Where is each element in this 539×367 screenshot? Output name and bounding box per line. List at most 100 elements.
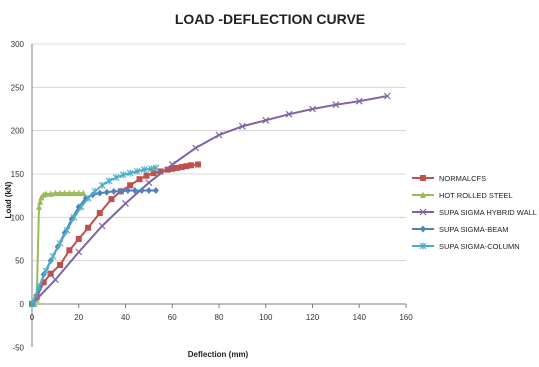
legend: NORMALCFS HOT ROLLED STEEL SUPA SIGMA HYBR… [412,174,537,251]
series-supa-sigma-column-point [119,171,127,179]
series-normalcfs-point [183,163,190,170]
series-normalcfs-point [75,236,82,242]
series-supa-sigma-hybrid-wall-point [383,92,391,100]
legend-item-supa-sigma-column: SUPA SIGMA-COLUMN [412,242,520,251]
y-tick-label: 100 [11,213,25,222]
series-supa-sigma-hybrid-wall-point [262,116,270,124]
series-supa-sigma-beam-point [124,186,131,194]
series-supa-sigma-beam [29,186,159,308]
series-hot-rolled-steel-point [71,189,78,197]
series-supa-sigma-column-point [126,169,134,177]
series-hot-rolled-steel-point [47,190,54,197]
legend-item-supa-sigma-beam: SUPA SIGMA-BEAM [412,225,508,234]
legend-item-supa-sigma-column-label: SUPA SIGMA-COLUMN [439,242,520,251]
y-tick-label: 200 [11,127,25,136]
series-hot-rolled-steel-point [57,189,64,197]
series-supa-sigma-beam-point [131,186,138,194]
legend-item-hot-rolled-steel-point [420,191,426,198]
series-supa-sigma-hybrid-wall-point [285,110,293,118]
series-supa-sigma-hybrid-wall-point [309,105,316,113]
legend-item-supa-sigma-column-point [419,242,427,250]
series-supa-sigma-beam-line [31,189,156,305]
series-hot-rolled-steel-point [66,189,73,197]
series-supa-sigma-column-point [105,177,113,185]
y-tick-label: -50 [12,343,24,352]
series-supa-sigma-column-point [70,213,78,221]
series-hot-rolled-steel-point [37,198,44,205]
x-tick-label: 60 [168,313,177,322]
series-supa-sigma-hybrid-wall-point [332,101,340,109]
series-supa-sigma-hybrid-wall-point [215,131,223,139]
legend-item-normalcfs-label: NORMALCFS [439,174,486,183]
grid-layer [32,43,406,305]
series-normalcfs-point [47,270,54,277]
legend-item-normalcfs-point [420,175,426,181]
series-hot-rolled-steel-point [52,189,59,197]
y-tick-label: 250 [11,83,25,92]
series-hot-rolled-steel-point [61,189,68,197]
legend-item-supa-sigma-hybrid-wall: SUPA SIGMA HYBRID WALL [412,208,537,217]
series-hot-rolled-steel-point [43,190,50,197]
series-supa-sigma-beam-point [96,189,103,197]
legend-item-hot-rolled-steel: HOT ROLLED STEEL [412,191,513,200]
series-normalcfs-point [136,176,143,183]
series-supa-sigma-beam-point [103,188,110,196]
series-hot-rolled-steel-point [80,189,87,197]
series-normalcfs-point [169,165,176,172]
x-tick-label: 40 [121,313,130,322]
series-supa-sigma-column-point [84,194,92,202]
series-normalcfs-point [178,164,185,171]
series-supa-sigma-column-point [49,252,57,260]
series-supa-sigma-column-point [98,181,106,189]
series-normalcfs-point [66,247,73,254]
series-supa-sigma-column-point [35,283,43,291]
series-supa-sigma-hybrid-wall-point [122,200,129,207]
series-normalcfs-point [194,161,201,168]
series-normalcfs-point [96,210,103,216]
series-supa-sigma-hybrid-wall-point [355,97,363,105]
x-tick-label: 80 [215,313,224,322]
series-supa-sigma-hybrid-wall-point [51,276,59,284]
series-supa-sigma-beam-point [110,187,117,195]
series-supa-sigma-hybrid-wall-point [238,122,246,130]
series-supa-sigma-beam-point [145,186,152,194]
series-supa-sigma-column-point [42,267,50,275]
series-normalcfs-point [143,172,150,179]
series-hot-rolled-steel-point [75,189,82,197]
x-tick-label: 100 [259,313,273,322]
series-normalcfs-point [173,164,180,171]
series-normalcfs-point [57,262,64,268]
axis-layer: -50 0 50 100 150 200 250 300 0 20 40 60 80 100 120 140 1… [11,40,414,352]
series-supa-sigma-beam-point [152,186,159,194]
series-normalcfs-point [40,279,47,286]
legend-item-supa-sigma-beam-label: SUPA SIGMA-BEAM [439,225,508,234]
series-supa-sigma-column-point [133,167,141,175]
series-layer [28,92,391,308]
legend-item-supa-sigma-hybrid-wall-label: SUPA SIGMA HYBRID WALL [439,208,537,217]
series-supa-sigma-column [28,164,160,308]
y-tick-label: 300 [11,40,25,49]
x-tick-label: 20 [74,313,83,322]
series-supa-sigma-hybrid-wall-line [31,95,388,305]
series-normalcfs-point [108,196,115,203]
series-supa-sigma-beam-point [138,186,145,194]
legend-item-supa-sigma-beam-point [420,225,426,233]
series-normalcfs-point [164,166,171,173]
series-supa-sigma-column-point [28,300,36,308]
series-normalcfs-point [157,168,164,175]
series-supa-sigma-column-point [112,173,120,181]
series-supa-sigma-hybrid-wall-point [75,248,83,256]
series-hot-rolled-steel-line [32,192,84,305]
series-supa-sigma-column-point [152,164,160,172]
series-supa-sigma-column-point [77,203,85,211]
y-tick-label: 0 [20,300,25,309]
series-normalcfs-point [150,170,157,177]
series-hot-rolled-steel-point [36,203,43,210]
series-normalcfs-point [187,162,194,169]
y-tick-label: 50 [15,257,24,266]
series-supa-sigma-column-point [140,166,148,174]
series-supa-sigma-hybrid-wall-point [98,222,106,230]
series-supa-sigma-beam-point [117,187,124,195]
x-axis-label: Deflection (mm) [188,350,249,359]
